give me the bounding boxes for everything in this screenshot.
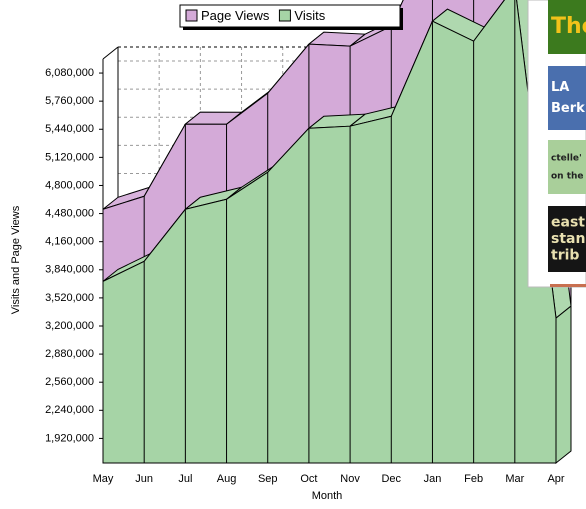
x-tick-label: Nov	[340, 473, 360, 485]
legend-label: Page Views	[201, 8, 270, 23]
ad-text: stan	[551, 231, 585, 247]
y-axis-label: Visits and Page Views	[10, 205, 22, 314]
y-tick-label: 5,440,000	[45, 123, 94, 135]
ad-text: ctelle'	[551, 154, 582, 164]
x-tick-label: Jan	[424, 473, 442, 485]
x-tick-label: Oct	[300, 473, 317, 485]
ad-text: Berk	[551, 101, 585, 116]
legend-swatch	[185, 9, 198, 22]
sidebar-bottom-bar	[550, 284, 586, 287]
ad-banner	[548, 66, 586, 130]
x-tick-label: Jul	[178, 473, 192, 485]
x-tick-label: Apr	[547, 473, 564, 485]
y-tick-label: 4,800,000	[45, 179, 94, 191]
y-tick-label: 2,880,000	[45, 348, 94, 360]
x-tick-label: Sep	[258, 473, 278, 485]
x-tick-label: Jun	[135, 473, 153, 485]
y-tick-label: 4,160,000	[45, 236, 94, 248]
legend: Page Views Visits	[179, 4, 403, 30]
area-end-face	[555, 305, 572, 465]
x-tick-label: Aug	[217, 473, 237, 485]
x-axis-label: Month	[312, 490, 343, 502]
x-tick-label: Mar	[505, 473, 524, 485]
ad-banner	[548, 206, 586, 272]
y-tick-label: 5,760,000	[45, 95, 94, 107]
x-tick-label: Dec	[381, 473, 401, 485]
y-tick-label: 5,120,000	[45, 151, 94, 163]
y-tick-label: 3,200,000	[45, 320, 94, 332]
legend-label: Visits	[294, 8, 325, 23]
y-tick-label: 4,480,000	[45, 207, 94, 219]
y-tick-label: 2,560,000	[45, 376, 94, 388]
ad-text: east	[551, 215, 585, 231]
ad-text: trib	[551, 248, 579, 264]
y-tick-label: 3,840,000	[45, 264, 94, 276]
y-tick-label: 2,240,000	[45, 404, 94, 416]
ad-text: LA	[551, 80, 569, 95]
x-tick-label: May	[93, 473, 114, 485]
ad-text: The W	[551, 14, 586, 39]
axis-left-depth-top	[102, 46, 119, 60]
y-tick-label: 3,520,000	[45, 292, 94, 304]
x-tick-label: Feb	[464, 473, 483, 485]
ad-banner	[548, 0, 586, 54]
ad-text: on the	[551, 172, 584, 182]
legend-swatch	[278, 9, 291, 22]
y-tick-label: 1,920,000	[45, 432, 94, 444]
y-tick-label: 6,080,000	[45, 67, 94, 79]
ad-banner	[548, 140, 586, 194]
